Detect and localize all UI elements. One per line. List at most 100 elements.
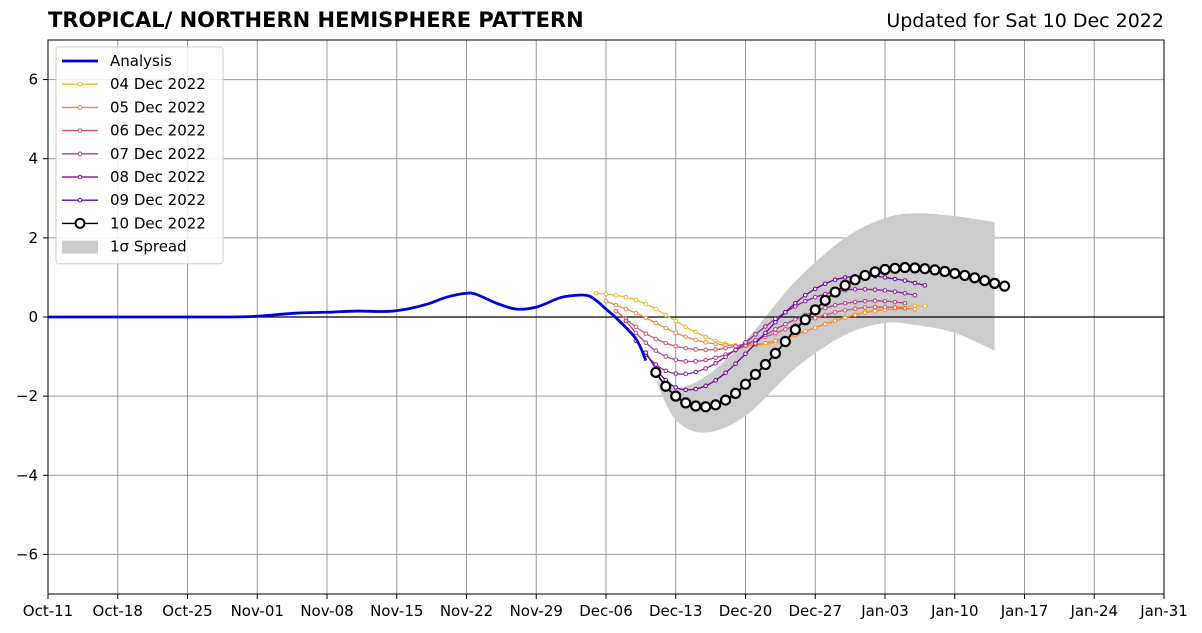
forecast-point [703, 383, 708, 389]
forecast-point [842, 275, 848, 280]
x-tick-label: Jan-24 [1069, 602, 1118, 620]
forecast-point [879, 263, 891, 276]
forecast-point [713, 355, 718, 361]
forecast-point [753, 332, 758, 337]
forecast-point [899, 261, 911, 274]
forecast-point [783, 309, 788, 315]
forecast-point [743, 340, 748, 345]
forecast-point [713, 378, 718, 383]
y-tick-label: −2 [16, 387, 38, 405]
forecast-point [829, 286, 841, 298]
forecast-point [613, 292, 619, 298]
forecast-point [939, 265, 951, 278]
forecast-point [872, 298, 878, 304]
forecast-point [633, 297, 639, 303]
forecast-point [753, 341, 758, 346]
forecast-point [673, 371, 679, 376]
forecast-point [663, 368, 669, 374]
forecast-point [743, 351, 748, 357]
y-tick-label: 4 [28, 150, 38, 168]
forecast-point [650, 366, 662, 378]
forecast-point [693, 347, 698, 352]
forecast-point [912, 306, 918, 312]
forecast-point [862, 310, 868, 315]
forecast-point [683, 334, 689, 340]
forecast-point [643, 331, 649, 336]
forecast-point [703, 366, 708, 371]
forecast-line [595, 292, 925, 347]
forecast-point [882, 304, 888, 310]
forecast-point [663, 325, 669, 331]
x-tick-label: Dec-13 [649, 602, 703, 620]
forecast-point [603, 298, 609, 304]
forecast-point [693, 369, 698, 375]
forecast-point [802, 328, 808, 334]
legend-swatch [62, 240, 98, 254]
forecast-point [723, 354, 728, 360]
legend-marker [74, 217, 86, 229]
forecast-point [663, 340, 669, 346]
forecast-point [859, 269, 871, 282]
x-tick-label: Jan-03 [860, 602, 909, 620]
x-tick-label: Nov-22 [440, 602, 493, 620]
legend-label: 08 Dec 2022 [110, 168, 206, 186]
forecast-point [739, 378, 752, 390]
forecast-point [882, 275, 888, 280]
forecast-point [693, 386, 698, 392]
y-tick-label: −4 [16, 466, 38, 484]
forecast-point [703, 340, 708, 345]
forecast-point [779, 335, 791, 348]
x-tick-label: Dec-20 [719, 602, 773, 620]
forecast-point [979, 274, 991, 287]
legend-label: 10 Dec 2022 [110, 214, 206, 232]
forecast-point [842, 300, 848, 306]
forecast-point [882, 298, 888, 304]
forecast-point [683, 345, 689, 351]
legend-box [55, 46, 224, 265]
forecast-point [998, 280, 1011, 292]
y-tick-label: 0 [28, 308, 38, 326]
forecast-point [919, 263, 931, 275]
forecast-point [902, 278, 908, 283]
forecast-point [949, 267, 961, 280]
legend-marker [77, 174, 83, 180]
forecast-point [593, 290, 599, 296]
series-lines [48, 261, 1011, 413]
forecast-point [872, 287, 878, 292]
forecast-point [663, 312, 669, 318]
forecast-point [673, 330, 679, 336]
forecast-point [822, 321, 828, 327]
legend-label: 06 Dec 2022 [110, 122, 206, 140]
chart-title: TROPICAL/ NORTHERN HEMISPHERE PATTERN [48, 8, 584, 32]
forecast-point [613, 308, 619, 314]
y-tick-label: 6 [28, 71, 38, 89]
forecast-point [839, 279, 851, 291]
forecast-point [969, 272, 981, 284]
legend-marker [77, 151, 83, 157]
forecast-point [852, 299, 858, 305]
forecast-point [892, 289, 898, 294]
forecast-point [683, 387, 689, 393]
forecast-point [822, 305, 828, 311]
forecast-point [653, 336, 659, 342]
forecast-point [673, 385, 679, 390]
updated-date: Updated for Sat 10 Dec 2022 [886, 10, 1164, 32]
x-tick-label: Nov-01 [231, 602, 284, 620]
forecast-point [693, 337, 698, 343]
x-tick-label: Oct-18 [93, 602, 143, 620]
forecast-point [889, 262, 901, 274]
forecast-point [733, 361, 738, 366]
y-tick-label: −6 [16, 545, 38, 563]
forecast-point [852, 306, 858, 311]
forecast-point [603, 291, 609, 297]
forecast-point [700, 401, 712, 413]
forecast-point [862, 298, 868, 304]
forecast-point [673, 318, 679, 324]
forecast-point [783, 326, 788, 332]
forecast-point [660, 380, 672, 392]
forecast-point [852, 312, 858, 318]
forecast-point [922, 303, 928, 309]
legend: Analysis 04 Dec 2022 05 Dec 2022 06 Dec 202… [55, 46, 224, 265]
forecast-point [959, 269, 971, 282]
